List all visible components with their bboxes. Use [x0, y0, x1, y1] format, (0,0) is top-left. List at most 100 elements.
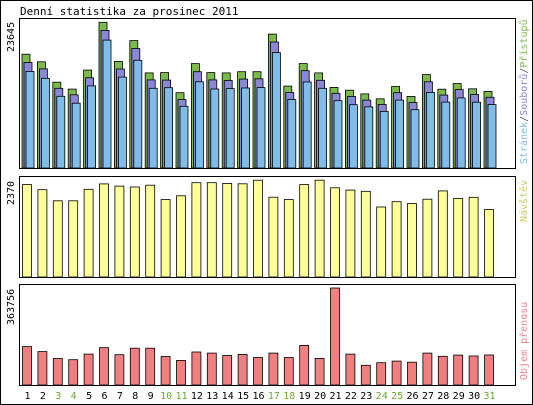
- bar-bars-bottom-day-14: [222, 355, 233, 386]
- bar-bars-bottom-day-6: [99, 347, 109, 386]
- bar-str-nek-day-12: [194, 81, 204, 169]
- bar-bars-middle-day-19: [299, 184, 310, 278]
- bar-bars-bottom-day-25: [391, 360, 402, 386]
- x-tick-label-day-10: 10: [160, 391, 172, 402]
- x-tick-label-day-29: 29: [453, 391, 465, 402]
- bar-bars-middle-day-27: [422, 198, 433, 278]
- bar-str-nek-day-5: [87, 85, 96, 169]
- bar-str-nek-day-14: [225, 88, 235, 169]
- x-tick-label-day-26: 26: [406, 391, 418, 402]
- legend-pages-label: Stránek: [518, 122, 530, 164]
- bar-bars-middle-day-31: [484, 209, 494, 278]
- bar-bars-middle-day-20: [314, 179, 325, 278]
- ymax-label-middle: 2370: [6, 181, 17, 205]
- bar-str-nek-day-19: [302, 81, 312, 169]
- bar-bars-middle-day-4: [68, 200, 79, 278]
- bars-bottom: [22, 287, 494, 386]
- bar-bars-bottom-day-27: [422, 352, 433, 386]
- x-tick-label-day-27: 27: [422, 391, 434, 402]
- bars-top: [21, 21, 497, 169]
- x-tick-label-day-8: 8: [132, 391, 138, 402]
- x-tick-label-day-25: 25: [391, 391, 403, 402]
- bar-bars-bottom-day-15: [237, 353, 248, 386]
- bar-bars-middle-day-22: [345, 189, 356, 278]
- bar-str-nek-day-17: [271, 52, 281, 169]
- bar-str-nek-day-23: [364, 106, 374, 169]
- bar-bars-bottom-day-16: [253, 357, 263, 386]
- bar-bars-middle-day-11: [176, 195, 186, 278]
- bar-bars-bottom-day-19: [299, 344, 310, 386]
- bar-bars-middle-day-10: [160, 199, 171, 278]
- bar-bars-middle-day-3: [52, 200, 63, 278]
- x-tick-label-day-6: 6: [101, 391, 107, 402]
- x-tick-label-day-15: 15: [237, 391, 249, 402]
- bar-bars-middle-day-23: [360, 190, 371, 278]
- bar-bars-middle-day-14: [222, 182, 233, 278]
- bar-bars-middle-day-26: [407, 203, 417, 278]
- bar-str-nek-day-3: [56, 95, 66, 169]
- chart-title: Denní statistika za prosinec 2011: [20, 5, 239, 18]
- legend-transfer-label: Objem přenosu: [518, 302, 530, 380]
- bar-bars-bottom-day-31: [484, 354, 494, 386]
- bar-bars-middle-day-5: [83, 188, 94, 278]
- bar-bars-middle-day-24: [376, 206, 387, 278]
- x-tick-label-day-2: 2: [40, 391, 46, 402]
- bar-bars-middle-day-30: [468, 196, 479, 278]
- bar-bars-bottom-day-11: [176, 359, 186, 386]
- bar-bars-middle-day-28: [437, 190, 448, 278]
- bar-str-nek-day-21: [333, 100, 343, 169]
- bar-bars-bottom-day-10: [160, 356, 171, 386]
- panel-pages-files-hits: 23645 Stránek/Souborů/Přístupů: [6, 18, 530, 169]
- legend-files-label: Souborů: [518, 74, 530, 116]
- bar-str-nek-day-30: [472, 101, 482, 169]
- bar-bars-middle-day-29: [453, 198, 464, 278]
- bar-str-nek-day-2: [41, 77, 50, 169]
- x-tick-label-day-11: 11: [175, 391, 187, 402]
- bar-bars-bottom-day-13: [206, 352, 217, 386]
- legend-top: Stránek/Souborů/Přístupů: [518, 19, 530, 164]
- x-tick-label-day-13: 13: [206, 391, 218, 402]
- legend-sep-2: /: [519, 68, 530, 74]
- bar-bars-bottom-day-4: [68, 359, 79, 386]
- bar-bars-middle-day-18: [283, 199, 294, 278]
- x-tick-label-day-1: 1: [24, 391, 30, 402]
- bar-str-nek-day-25: [395, 99, 405, 169]
- bar-bars-bottom-day-12: [191, 351, 202, 386]
- x-tick-label-day-30: 30: [468, 391, 480, 402]
- bar-str-nek-day-6: [102, 39, 112, 169]
- bar-bars-middle-day-15: [237, 183, 248, 278]
- bar-bars-bottom-day-20: [314, 357, 325, 386]
- bar-str-nek-day-24: [379, 111, 389, 169]
- bar-str-nek-day-9: [148, 87, 158, 169]
- bar-bars-bottom-day-5: [83, 353, 94, 386]
- bar-bars-middle-day-17: [268, 196, 279, 278]
- bar-bars-middle-day-21: [330, 187, 340, 278]
- bar-str-nek-day-28: [441, 101, 451, 169]
- x-tick-label-day-31: 31: [483, 391, 495, 402]
- bar-bars-bottom-day-3: [52, 358, 63, 386]
- bar-bars-bottom-day-29: [453, 354, 464, 386]
- x-tick-label-day-18: 18: [283, 391, 295, 402]
- ymax-label-bottom: 363756: [6, 289, 17, 325]
- panel-transfer: 363756 Objem přenosu: [6, 284, 530, 386]
- bar-bars-bottom-day-8: [129, 347, 140, 386]
- bar-str-nek-day-10: [164, 87, 174, 169]
- x-tick-label-day-20: 20: [314, 391, 326, 402]
- bar-bars-bottom-day-22: [345, 353, 356, 386]
- bar-bars-bottom-day-30: [468, 355, 479, 386]
- bar-bars-bottom-day-28: [437, 355, 448, 386]
- bar-bars-middle-day-13: [206, 182, 217, 278]
- x-tick-label-day-28: 28: [437, 391, 449, 402]
- x-tick-label-day-17: 17: [268, 391, 280, 402]
- bar-bars-middle-day-6: [99, 183, 109, 278]
- x-tick-label-day-3: 3: [55, 391, 61, 402]
- bar-bars-bottom-day-1: [22, 346, 32, 386]
- bar-bars-bottom-day-24: [376, 362, 387, 386]
- bar-bars-bottom-day-23: [360, 364, 371, 386]
- bar-str-nek-day-18: [287, 99, 297, 169]
- bar-str-nek-day-13: [210, 88, 220, 169]
- bar-bars-bottom-day-2: [37, 351, 48, 386]
- x-tick-label-day-16: 16: [252, 391, 264, 402]
- x-tick-label-day-9: 9: [148, 391, 154, 402]
- bar-str-nek-day-29: [456, 97, 466, 169]
